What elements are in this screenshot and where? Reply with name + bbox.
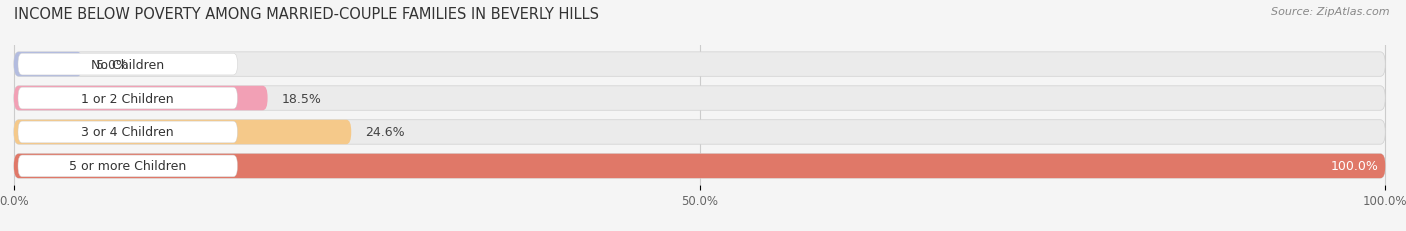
Text: 3 or 4 Children: 3 or 4 Children [82, 126, 174, 139]
Text: Source: ZipAtlas.com: Source: ZipAtlas.com [1271, 7, 1389, 17]
FancyBboxPatch shape [18, 54, 238, 76]
FancyBboxPatch shape [14, 154, 1385, 178]
FancyBboxPatch shape [14, 86, 1385, 111]
Text: 24.6%: 24.6% [366, 126, 405, 139]
FancyBboxPatch shape [18, 88, 238, 109]
FancyBboxPatch shape [14, 120, 1385, 145]
FancyBboxPatch shape [14, 120, 352, 145]
FancyBboxPatch shape [14, 154, 1385, 178]
FancyBboxPatch shape [18, 155, 238, 177]
Text: No Children: No Children [91, 58, 165, 71]
FancyBboxPatch shape [14, 53, 1385, 77]
FancyBboxPatch shape [18, 122, 238, 143]
Text: INCOME BELOW POVERTY AMONG MARRIED-COUPLE FAMILIES IN BEVERLY HILLS: INCOME BELOW POVERTY AMONG MARRIED-COUPL… [14, 7, 599, 22]
Text: 100.0%: 100.0% [1330, 160, 1378, 173]
FancyBboxPatch shape [14, 53, 83, 77]
Text: 5 or more Children: 5 or more Children [69, 160, 187, 173]
Text: 18.5%: 18.5% [281, 92, 321, 105]
Text: 1 or 2 Children: 1 or 2 Children [82, 92, 174, 105]
Text: 5.0%: 5.0% [96, 58, 128, 71]
FancyBboxPatch shape [14, 86, 267, 111]
